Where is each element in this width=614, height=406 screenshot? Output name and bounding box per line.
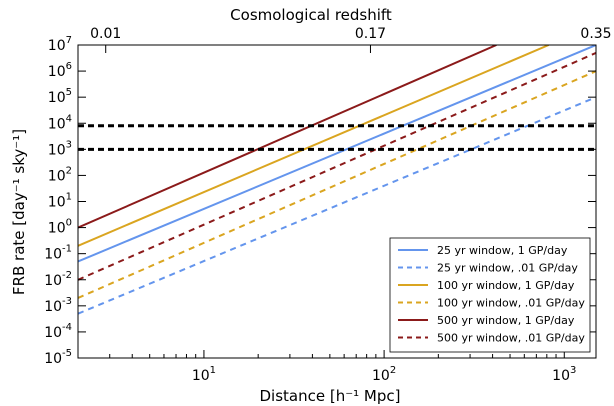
plot-lines xyxy=(78,45,596,315)
y-tick-label: 102 xyxy=(48,165,72,184)
legend-label: 25 yr window, .01 GP/day xyxy=(437,262,578,275)
y-tick-label: 10-2 xyxy=(44,270,72,289)
legend-label: 500 yr window, 1 GP/day xyxy=(437,314,575,327)
y-tick-label: 10-4 xyxy=(44,322,72,341)
top-tick-label: 0.17 xyxy=(355,26,386,42)
y-tick-label: 103 xyxy=(48,139,72,158)
legend-box xyxy=(389,237,591,353)
y-tick-label: 100 xyxy=(48,218,72,237)
y-tick-label: 10-5 xyxy=(44,348,72,367)
legend-label: 100 yr window, 1 GP/day xyxy=(437,279,575,292)
top-tick-label: 0.01 xyxy=(90,26,121,42)
top-tick-label: 0.35 xyxy=(580,26,611,42)
series-line-3 xyxy=(78,45,550,247)
y-tick-label: 106 xyxy=(48,61,72,80)
top-axis-title: Cosmological redshift xyxy=(230,6,392,24)
x-tick-label: 102 xyxy=(372,365,396,384)
x-tick-label: 103 xyxy=(552,365,576,384)
y-tick-label: 105 xyxy=(48,87,72,106)
legend-label: 25 yr window, 1 GP/day xyxy=(437,244,568,257)
y-tick-label: 107 xyxy=(48,35,72,54)
legend: 25 yr window, 1 GP/day 25 yr window, .01 … xyxy=(389,237,591,353)
y-tick-label: 104 xyxy=(48,113,72,132)
legend-label: 500 yr window, .01 GP/day xyxy=(437,332,585,345)
legend-label: 100 yr window, .01 GP/day xyxy=(437,297,585,310)
series-line-5 xyxy=(78,45,497,229)
series-line-2 xyxy=(78,96,596,315)
y-axis-title: FRB rate [day⁻¹ sky⁻¹] xyxy=(10,129,28,295)
series-line-1 xyxy=(78,45,596,263)
ticks: 101 102 103 10-5 10-4 10-3 10-2 10-1 100 101 102 10… xyxy=(44,26,611,384)
x-axis-title: Distance [h⁻¹ Mpc] xyxy=(260,387,401,405)
y-tick-label: 10-3 xyxy=(44,296,72,315)
y-tick-label: 101 xyxy=(48,192,72,211)
x-tick-label: 101 xyxy=(192,365,216,384)
y-tick-label: 10-1 xyxy=(44,244,72,263)
